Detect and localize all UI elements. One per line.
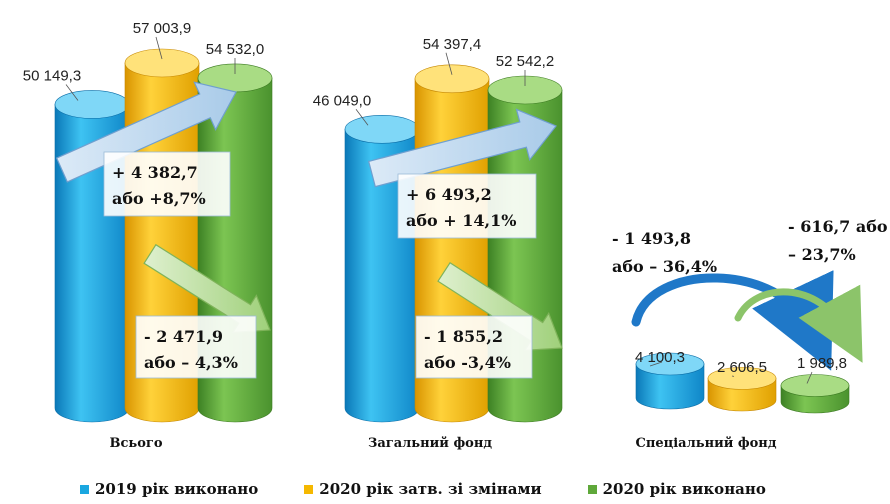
legend-item: 2019 рік виконано [80, 480, 258, 498]
leader-line [806, 371, 813, 384]
annotation-bg [397, 173, 537, 239]
legend-swatch [80, 484, 89, 494]
annotation-box: - 2 471,9 або – 4,3% [135, 315, 257, 379]
bar [635, 352, 705, 410]
bar [780, 374, 850, 414]
annotation-line2: або -3,4% [424, 353, 511, 372]
leader-line [65, 84, 79, 101]
value-label: 1 989,8 [797, 355, 847, 372]
category-label: Загальний фонд [368, 436, 492, 451]
annotation-bg [103, 151, 231, 217]
chart: 50 149,3 57 003,9 54 532,0 46 049,0 54 397,4… [23, 20, 888, 451]
annotation-line1: - 1 855,2 [424, 327, 503, 346]
annotation-line2: – 23,7% [788, 245, 856, 264]
annotation-line1: + 6 493,2 [406, 185, 492, 204]
leader-line [649, 361, 663, 367]
annotation-line1: - 1 493,8 [612, 229, 691, 248]
labels-layer: 50 149,3 57 003,9 54 532,0 46 049,0 54 397,4… [23, 20, 888, 451]
annotation-line1: - 616,7 або [788, 217, 888, 236]
annotation-box: + 6 493,2 або + 14,1% [397, 173, 537, 239]
bar-top [780, 374, 850, 397]
annotation-box: - 1 855,2 або -3,4% [415, 315, 533, 379]
bar-top [54, 90, 130, 119]
annotation-bg [135, 315, 257, 379]
leader-line [445, 52, 453, 75]
value-label: 52 542,2 [496, 53, 554, 70]
arrows-layer [55, 81, 863, 371]
annotation-line2: або – 4,3% [144, 353, 238, 372]
annotation-line1: + 4 382,7 [112, 163, 198, 182]
legend-item: 2020 рік виконано [587, 480, 766, 498]
value-label: 46 049,0 [313, 92, 371, 109]
change-arrow [55, 81, 237, 183]
category-label: Спеціальний фонд [636, 436, 777, 451]
annotation-line2: або – 36,4% [612, 257, 717, 276]
bar-top [414, 64, 490, 94]
bar-top [124, 48, 200, 78]
value-label: 54 397,4 [423, 36, 481, 53]
bar-top [707, 367, 777, 390]
legend: 2019 рік виконано 2020 рік затв. зі змін… [80, 478, 860, 500]
legend-item: 2020 рік затв. зі змінами [304, 480, 542, 498]
leader-line [355, 109, 369, 126]
bar-top [344, 115, 420, 144]
legend-swatch [304, 484, 314, 494]
curved-arrow [734, 284, 863, 363]
annotation-line2: або +8,7% [112, 189, 206, 208]
bar [707, 367, 777, 412]
bar-body [635, 363, 705, 410]
legend-label: 2020 рік затв. зі змінами [319, 480, 542, 498]
annotation-bg [415, 315, 533, 379]
curved-arrow [631, 270, 834, 371]
legend-label: 2020 рік виконано [602, 480, 766, 498]
value-label: 54 532,0 [206, 41, 264, 58]
leader-line [155, 36, 163, 60]
category-label: Всього [109, 436, 162, 451]
bar-top [635, 352, 705, 376]
annotation-line1: - 2 471,9 [144, 327, 223, 346]
annotation-box: + 4 382,7 або +8,7% [103, 151, 231, 217]
legend-swatch [587, 484, 597, 494]
value-label: 57 003,9 [133, 20, 191, 37]
value-label: 4 100,3 [635, 349, 685, 366]
value-label: 2 606,5 [717, 359, 767, 376]
value-label: 50 149,3 [23, 67, 81, 84]
annotation-line2: або + 14,1% [406, 211, 516, 230]
legend-label: 2019 рік виконано [95, 480, 259, 498]
